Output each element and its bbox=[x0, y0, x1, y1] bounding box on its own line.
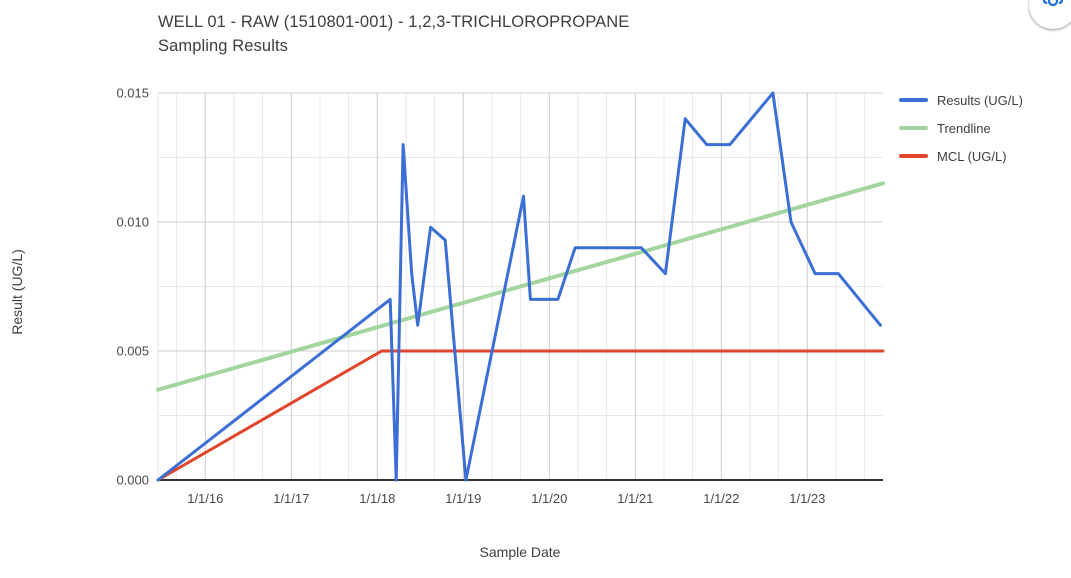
svg-text:1/1/16: 1/1/16 bbox=[187, 491, 223, 506]
results-line-swatch-icon bbox=[899, 98, 928, 102]
chart-title: WELL 01 - RAW (1510801-001) - 1,2,3-TRIC… bbox=[158, 10, 629, 58]
legend-item-mcl: MCL (UG/L) bbox=[899, 142, 1023, 170]
svg-text:1/1/23: 1/1/23 bbox=[789, 491, 825, 506]
y-axis-title: Result (UG/L) bbox=[9, 249, 25, 335]
svg-text:0.000: 0.000 bbox=[116, 473, 149, 488]
svg-text:1/1/21: 1/1/21 bbox=[617, 491, 653, 506]
svg-text:0.005: 0.005 bbox=[116, 344, 149, 359]
legend-item-results: Results (UG/L) bbox=[899, 86, 1023, 114]
mcl-line-swatch-icon bbox=[899, 154, 928, 158]
svg-text:0.015: 0.015 bbox=[116, 86, 149, 101]
legend-item-trendline: Trendline bbox=[899, 114, 1023, 142]
chart-title-line2: Sampling Results bbox=[158, 37, 288, 55]
svg-text:1/1/17: 1/1/17 bbox=[273, 491, 309, 506]
trendline-swatch-icon bbox=[899, 126, 928, 130]
legend-label: MCL (UG/L) bbox=[937, 148, 1007, 164]
x-axis-title: Sample Date bbox=[479, 544, 561, 560]
svg-text:0.010: 0.010 bbox=[116, 215, 149, 230]
legend-label: Trendline bbox=[937, 120, 991, 136]
legend-label: Results (UG/L) bbox=[937, 92, 1023, 108]
move-chart-handle-icon bbox=[1042, 0, 1064, 7]
svg-text:1/1/22: 1/1/22 bbox=[703, 491, 739, 506]
svg-text:1/1/19: 1/1/19 bbox=[445, 491, 481, 506]
svg-text:1/1/20: 1/1/20 bbox=[531, 491, 567, 506]
chart-title-line1: WELL 01 - RAW (1510801-001) - 1,2,3-TRIC… bbox=[158, 13, 630, 31]
chart-legend: Results (UG/L) Trendline MCL (UG/L) bbox=[899, 86, 1023, 170]
svg-text:1/1/18: 1/1/18 bbox=[359, 491, 395, 506]
